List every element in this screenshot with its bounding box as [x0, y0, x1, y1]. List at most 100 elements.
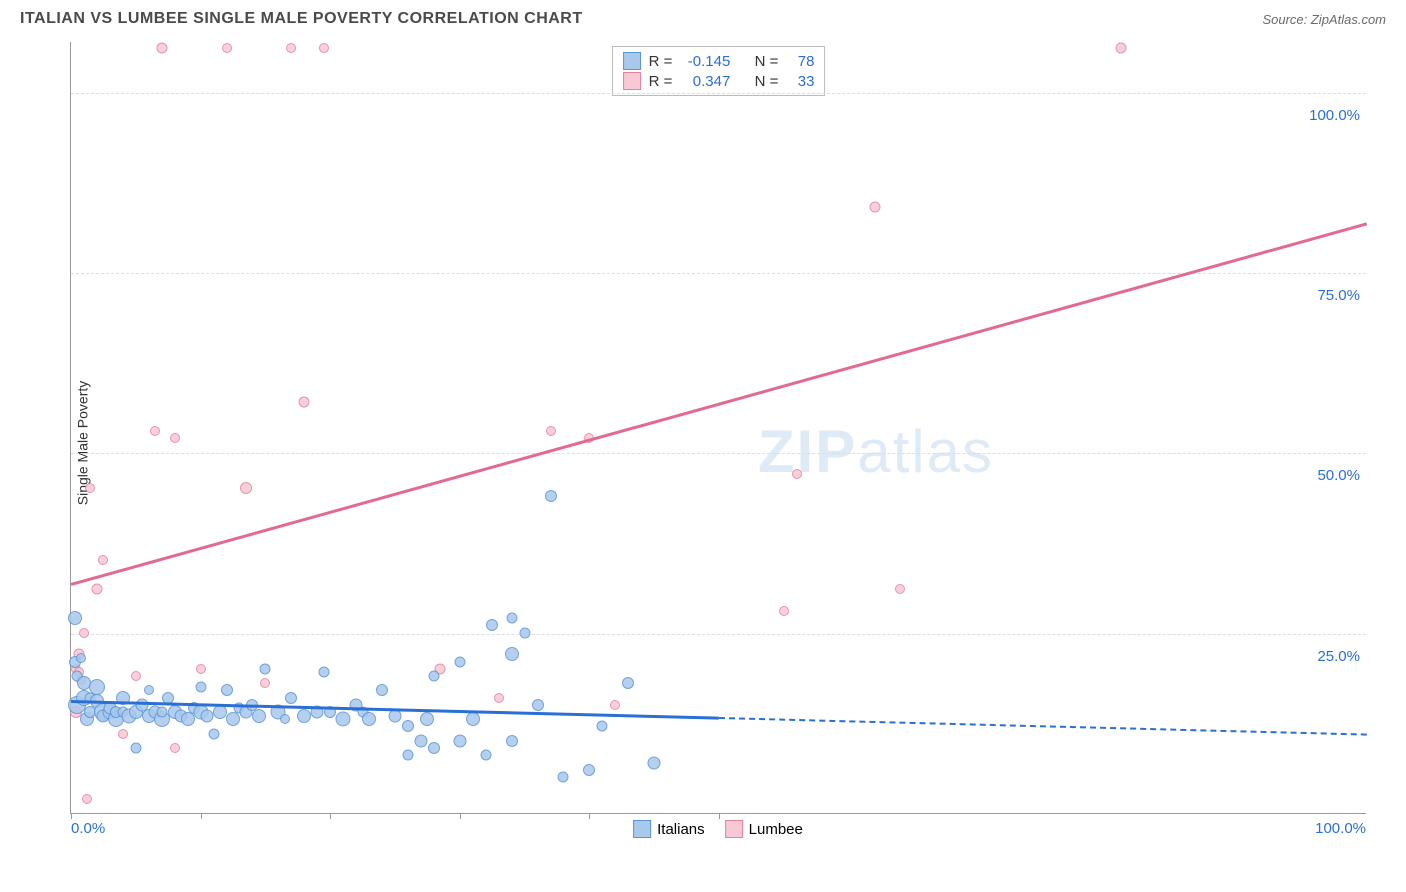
- stat-r-label: R =: [649, 73, 673, 90]
- scatter-point: [583, 764, 595, 776]
- scatter-point: [196, 664, 206, 674]
- gridline: [71, 453, 1366, 454]
- scatter-point: [519, 627, 530, 638]
- scatter-point: [505, 647, 519, 661]
- scatter-point: [318, 667, 329, 678]
- y-tick-label: 75.0%: [1317, 287, 1360, 304]
- scatter-point: [610, 700, 620, 710]
- scatter-point: [428, 742, 440, 754]
- scatter-point: [280, 714, 290, 724]
- scatter-point: [240, 482, 252, 494]
- scatter-point: [895, 584, 905, 594]
- scatter-point: [89, 679, 105, 695]
- scatter-point: [208, 728, 219, 739]
- scatter-point: [285, 692, 297, 704]
- scatter-point: [85, 483, 95, 493]
- scatter-point: [779, 606, 789, 616]
- stat-n-label: N =: [755, 73, 779, 90]
- scatter-point: [319, 43, 329, 53]
- x-tick: [71, 813, 72, 819]
- stat-n-label: N =: [755, 53, 779, 70]
- legend-item: Lumbee: [725, 820, 803, 838]
- stat-r-value: -0.145: [680, 53, 730, 70]
- scatter-point: [506, 613, 517, 624]
- swatch-icon: [633, 820, 651, 838]
- scatter-point: [480, 750, 491, 761]
- scatter-point: [545, 490, 557, 502]
- scatter-point: [118, 729, 128, 739]
- x-tick: [201, 813, 202, 819]
- source-label: Source: ZipAtlas.com: [1262, 12, 1386, 27]
- scatter-point: [131, 671, 141, 681]
- scatter-point: [506, 735, 518, 747]
- scatter-point: [170, 433, 180, 443]
- x-tick: [589, 813, 590, 819]
- stat-n-value: 78: [786, 53, 814, 70]
- bottom-legend: Italians Lumbee: [633, 820, 803, 838]
- scatter-point: [532, 699, 544, 711]
- legend-label: Italians: [657, 821, 705, 838]
- scatter-point: [297, 709, 311, 723]
- x-tick: [460, 813, 461, 819]
- y-tick-label: 100.0%: [1309, 107, 1360, 124]
- scatter-point: [453, 734, 466, 747]
- scatter-point: [252, 709, 266, 723]
- x-tick-label: 100.0%: [1315, 820, 1366, 837]
- watermark-bold: ZIP: [758, 418, 857, 485]
- trend-line: [71, 222, 1368, 585]
- scatter-point: [79, 628, 89, 638]
- scatter-point: [622, 677, 634, 689]
- scatter-point: [402, 750, 413, 761]
- scatter-point: [402, 720, 414, 732]
- scatter-point: [201, 709, 214, 722]
- stats-row: R =0.347 N =33: [623, 71, 815, 91]
- scatter-point: [494, 693, 504, 703]
- scatter-point: [76, 653, 86, 663]
- scatter-point: [597, 721, 608, 732]
- scatter-point: [68, 611, 82, 625]
- scatter-point: [336, 712, 351, 727]
- swatch-icon: [623, 72, 641, 90]
- legend-label: Lumbee: [749, 821, 803, 838]
- chart-area: Single Male Poverty ZIPatlas R =-0.145 N…: [50, 42, 1386, 844]
- scatter-point: [170, 743, 180, 753]
- plot-region: ZIPatlas R =-0.145 N =78R =0.347 N =33 2…: [70, 42, 1366, 814]
- scatter-point: [1115, 43, 1126, 54]
- gridline: [71, 93, 1366, 94]
- scatter-point: [156, 43, 167, 54]
- scatter-point: [144, 685, 154, 695]
- scatter-point: [428, 670, 439, 681]
- scatter-point: [221, 684, 233, 696]
- gridline: [71, 273, 1366, 274]
- y-tick-label: 25.0%: [1317, 648, 1360, 665]
- scatter-point: [376, 684, 388, 696]
- trend-line-dashed: [719, 717, 1367, 736]
- scatter-point: [389, 709, 402, 722]
- scatter-point: [156, 707, 167, 718]
- stats-row: R = -0.145 N = 78: [623, 51, 815, 71]
- scatter-point: [213, 705, 227, 719]
- scatter-point: [222, 43, 232, 53]
- scatter-point: [546, 426, 556, 436]
- swatch-icon: [725, 820, 743, 838]
- scatter-point: [150, 426, 160, 436]
- scatter-point: [454, 656, 465, 667]
- scatter-point: [486, 619, 498, 631]
- scatter-point: [98, 555, 108, 565]
- swatch-icon: [623, 52, 641, 70]
- scatter-point: [195, 681, 206, 692]
- scatter-point: [91, 584, 102, 595]
- stats-box: R =-0.145 N =78R =0.347 N =33: [612, 46, 826, 96]
- x-tick: [719, 813, 720, 819]
- scatter-point: [286, 43, 296, 53]
- x-tick-label: 0.0%: [71, 820, 105, 837]
- scatter-point: [792, 469, 802, 479]
- scatter-point: [260, 663, 271, 674]
- scatter-point: [362, 712, 376, 726]
- scatter-point: [82, 794, 92, 804]
- stat-r-label: R =: [649, 53, 673, 70]
- scatter-point: [260, 678, 270, 688]
- legend-item: Italians: [633, 820, 705, 838]
- chart-title: ITALIAN VS LUMBEE SINGLE MALE POVERTY CO…: [20, 10, 583, 28]
- stat-r-value: 0.347: [680, 73, 730, 90]
